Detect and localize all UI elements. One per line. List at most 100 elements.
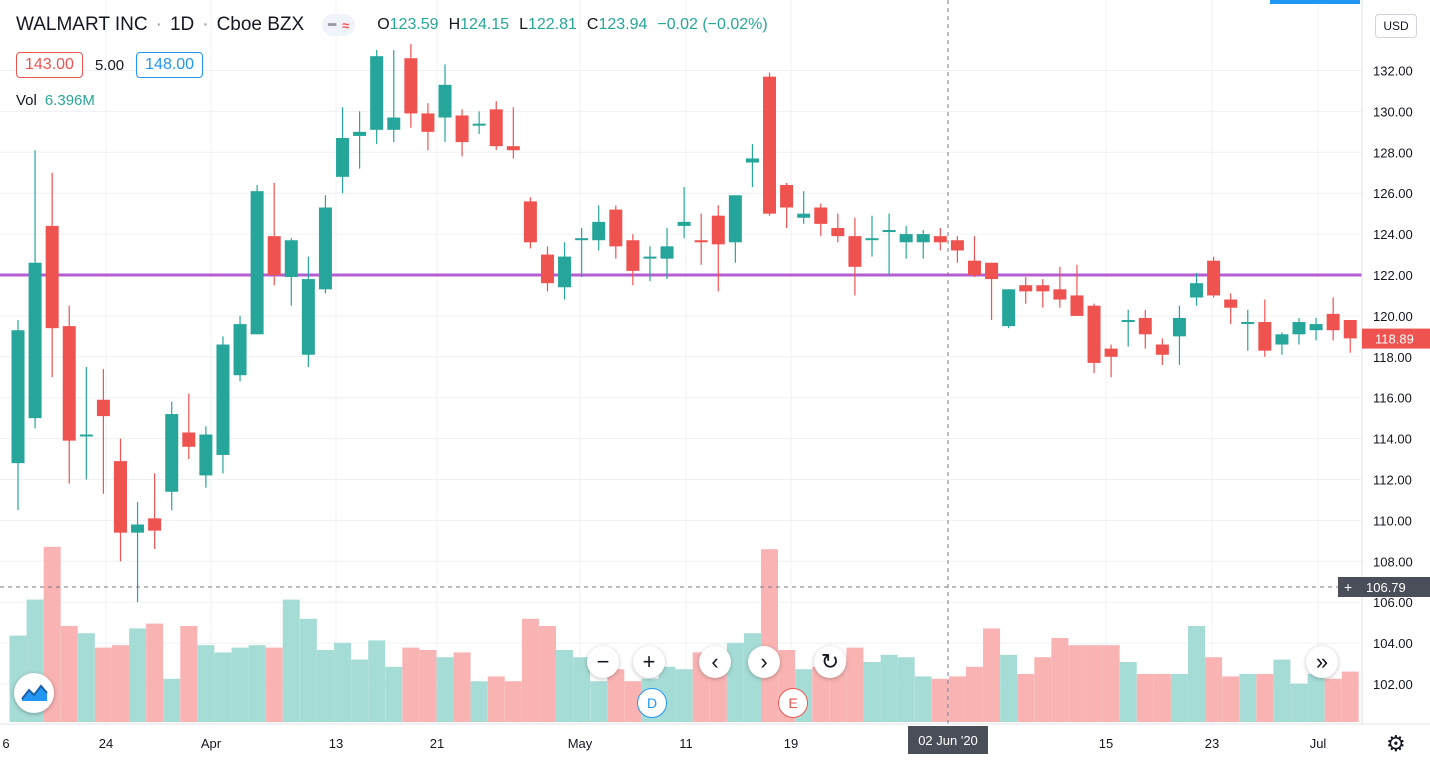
- candle[interactable]: [985, 262, 999, 320]
- candle[interactable]: [404, 43, 418, 128]
- go-to-realtime-button[interactable]: »: [1306, 646, 1338, 678]
- candle[interactable]: [540, 246, 554, 292]
- symbol-name[interactable]: WALMART INC: [16, 14, 148, 35]
- dividend-marker[interactable]: D: [637, 688, 667, 718]
- candle[interactable]: [1070, 264, 1084, 316]
- reset-chart-button[interactable]: ↻: [814, 646, 846, 678]
- candle[interactable]: [1087, 303, 1101, 374]
- candle[interactable]: [79, 367, 93, 480]
- candle[interactable]: [1121, 309, 1135, 347]
- candle[interactable]: [28, 150, 42, 429]
- candle[interactable]: [318, 195, 332, 294]
- candle[interactable]: [387, 50, 401, 143]
- candle[interactable]: [1326, 297, 1340, 341]
- candle[interactable]: [353, 111, 367, 169]
- candle[interactable]: [1207, 256, 1221, 298]
- candle[interactable]: [882, 213, 896, 275]
- candle[interactable]: [1190, 272, 1204, 306]
- candle[interactable]: [267, 182, 281, 286]
- candle[interactable]: [182, 393, 196, 460]
- wave-icon[interactable]: ≈: [342, 17, 350, 33]
- candle[interactable]: [131, 501, 145, 603]
- minimize-icon[interactable]: ━: [328, 17, 337, 32]
- candle[interactable]: [336, 107, 350, 194]
- candle[interactable]: [660, 227, 674, 280]
- candle[interactable]: [558, 242, 572, 300]
- price-plus-icon[interactable]: +: [1344, 579, 1352, 595]
- candle[interactable]: [899, 225, 913, 259]
- candle[interactable]: [626, 234, 640, 286]
- candle[interactable]: [967, 236, 981, 278]
- candle[interactable]: [1258, 299, 1272, 357]
- candle[interactable]: [643, 246, 657, 282]
- candle[interactable]: [1002, 289, 1016, 329]
- buy-button[interactable]: 148.00: [136, 52, 204, 78]
- candle[interactable]: [780, 182, 794, 228]
- settings-gear-icon[interactable]: ⚙: [1386, 731, 1406, 756]
- zoom-out-button[interactable]: −: [587, 646, 619, 678]
- candle[interactable]: [1224, 293, 1238, 325]
- earnings-marker[interactable]: E: [778, 688, 808, 718]
- candle[interactable]: [284, 238, 298, 306]
- candle[interactable]: [1138, 309, 1152, 349]
- candle[interactable]: [301, 256, 315, 368]
- candle[interactable]: [472, 111, 486, 134]
- candle[interactable]: [45, 172, 59, 378]
- candle[interactable]: [11, 319, 25, 511]
- candle[interactable]: [745, 144, 759, 188]
- candle[interactable]: [831, 213, 845, 243]
- candle[interactable]: [950, 236, 964, 263]
- candle[interactable]: [711, 205, 725, 292]
- candle[interactable]: [1343, 319, 1357, 353]
- candle[interactable]: [165, 401, 179, 511]
- candle[interactable]: [916, 230, 930, 259]
- candle[interactable]: [1292, 317, 1306, 345]
- candle[interactable]: [523, 197, 537, 249]
- candle[interactable]: [148, 473, 162, 550]
- scroll-left-button[interactable]: ‹: [699, 646, 731, 678]
- candle[interactable]: [609, 205, 623, 259]
- candle[interactable]: [677, 187, 691, 239]
- candle[interactable]: [370, 50, 384, 145]
- candle[interactable]: [694, 213, 708, 265]
- candle[interactable]: [814, 203, 828, 237]
- candle[interactable]: [421, 103, 435, 151]
- interval-label[interactable]: 1D: [169, 14, 195, 35]
- currency-button[interactable]: USD: [1375, 14, 1417, 38]
- candle[interactable]: [216, 336, 230, 474]
- chart-type-pill[interactable]: ━ ≈: [322, 14, 356, 36]
- candle[interactable]: [1172, 305, 1186, 365]
- candle[interactable]: [797, 191, 811, 224]
- candle[interactable]: [1275, 332, 1289, 355]
- candle[interactable]: [848, 217, 862, 296]
- candle[interactable]: [592, 205, 606, 251]
- candle[interactable]: [933, 227, 947, 251]
- candle[interactable]: [113, 438, 127, 562]
- candle[interactable]: [1241, 309, 1255, 351]
- candle[interactable]: [763, 72, 777, 216]
- tradingview-logo-icon[interactable]: [14, 673, 54, 713]
- scroll-right-button[interactable]: ›: [748, 646, 780, 678]
- candle[interactable]: [233, 315, 247, 382]
- candle[interactable]: [865, 215, 879, 257]
- candle[interactable]: [96, 369, 110, 494]
- candle[interactable]: [250, 185, 264, 335]
- candle[interactable]: [1053, 266, 1067, 308]
- candle[interactable]: [1036, 279, 1050, 308]
- candle[interactable]: [62, 305, 76, 484]
- candle[interactable]: [728, 195, 742, 263]
- candle[interactable]: [1104, 344, 1118, 378]
- candle[interactable]: [455, 109, 469, 157]
- candle[interactable]: [575, 227, 589, 278]
- candle[interactable]: [1019, 277, 1033, 304]
- candle[interactable]: [489, 101, 503, 151]
- candle[interactable]: [506, 107, 520, 159]
- sell-button[interactable]: 143.00: [16, 52, 83, 78]
- candle[interactable]: [1155, 338, 1169, 365]
- price-tick-label: 108.00: [1373, 554, 1413, 569]
- candle[interactable]: [438, 64, 452, 143]
- candle[interactable]: [1309, 317, 1323, 341]
- candle[interactable]: [199, 426, 213, 488]
- zoom-in-button[interactable]: +: [633, 646, 665, 678]
